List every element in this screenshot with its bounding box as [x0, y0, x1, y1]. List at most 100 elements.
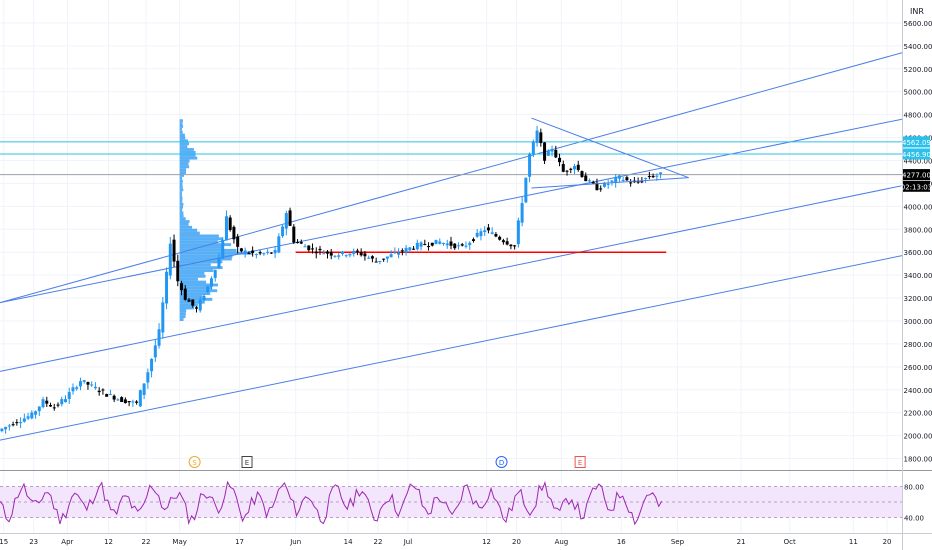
volume-profile-bar — [179, 225, 193, 229]
candle-body — [516, 220, 520, 245]
time-tick-label: 17 — [235, 538, 244, 546]
price-tick-label: 2400.00 — [904, 387, 932, 395]
candle-body — [442, 242, 446, 244]
candle-body — [599, 188, 603, 190]
candle-body — [191, 299, 195, 306]
volume-profile-bar — [179, 318, 184, 321]
candle-body — [180, 283, 184, 291]
price-label: 4562.09 — [902, 139, 931, 147]
candle-body — [363, 253, 367, 257]
candle-body — [221, 239, 225, 259]
candle-body — [108, 394, 112, 396]
volume-profile-bar — [179, 295, 203, 298]
candle-body — [520, 203, 524, 223]
candle-body — [67, 392, 71, 399]
candle-body — [34, 411, 38, 415]
volume-profile-bar — [179, 150, 196, 154]
candle-body — [172, 239, 176, 262]
time-tick-label: May — [172, 538, 186, 546]
candle-body — [101, 389, 105, 391]
time-tick-label: Jun — [289, 538, 301, 546]
candle-body — [277, 236, 281, 253]
candle-body — [288, 210, 292, 226]
candle-body — [367, 257, 371, 259]
volume-profile-bar — [179, 269, 214, 272]
candle-body — [449, 241, 453, 246]
candle-body — [269, 252, 273, 254]
volume-profile-bar — [179, 257, 232, 261]
candle-body — [284, 213, 288, 229]
volume-profile-bar — [179, 214, 184, 218]
candle-body — [659, 172, 663, 175]
candle-body — [576, 164, 580, 170]
candle-body — [11, 424, 15, 426]
volume-profile-bar — [179, 303, 198, 307]
price-axis[interactable]: 1800.00 2000.00 2200.00 2400.00 2600.00 2800.… — [901, 20, 932, 523]
volume-profile-bar — [179, 168, 187, 172]
candle-body — [591, 181, 595, 184]
candle-body — [56, 404, 60, 406]
candle-body — [546, 150, 550, 156]
volume-profile-bar — [179, 185, 183, 189]
candle-body — [7, 425, 11, 427]
volume-profile-bar — [179, 315, 186, 319]
volume-profile-bar — [179, 228, 198, 232]
time-tick-label: 22 — [374, 538, 383, 546]
price-tick-label: 2600.00 — [904, 364, 932, 372]
candle-body — [621, 179, 625, 181]
candle-body — [644, 178, 648, 180]
candle-body — [82, 380, 86, 382]
volume-profile-bar — [179, 309, 187, 313]
candle-body — [90, 384, 94, 386]
candle-body — [209, 278, 213, 287]
candle-body — [318, 248, 322, 251]
volume-profile-bar — [179, 263, 211, 267]
time-tick-label: 22 — [142, 538, 151, 546]
candle-body — [408, 247, 412, 251]
volume-profile-bar — [179, 220, 190, 223]
channel-line — [0, 52, 903, 304]
candle-body — [614, 177, 618, 183]
volume-profile-bar — [179, 208, 183, 212]
channel-line — [0, 118, 903, 304]
time-tick-label: 15 — [0, 538, 8, 546]
volume-profile-bar — [179, 266, 223, 270]
candle-body — [157, 329, 161, 346]
candle-body — [453, 243, 457, 249]
event-marker — [188, 456, 201, 468]
candle-body — [37, 406, 41, 412]
candle-body — [232, 226, 236, 240]
price-tick-label: 3200.00 — [904, 295, 932, 303]
price-tick-label: 1800.00 — [904, 456, 932, 464]
candle-body — [19, 422, 23, 424]
candle-body — [490, 232, 494, 234]
price-tick-label: 3800.00 — [904, 226, 932, 234]
candle-body — [348, 253, 352, 256]
candle-body — [445, 243, 449, 246]
candle-body — [239, 248, 243, 252]
candle-body — [419, 242, 423, 247]
volume-profile-bar — [179, 179, 183, 183]
candle-body — [273, 250, 277, 254]
channel-line — [0, 185, 903, 372]
candle-body — [243, 250, 247, 253]
candle-body — [595, 182, 599, 191]
time-axis[interactable]: 15 23 Apr 12 22 May 17 Jun 14 22 Jul 12 20 Aug 16 Sep 21… — [0, 538, 891, 546]
volume-profile-bar — [179, 188, 184, 192]
time-tick-label: 12 — [482, 538, 491, 546]
candle-body — [524, 177, 528, 203]
candle-body — [412, 248, 416, 250]
candle-body — [63, 399, 67, 403]
volume-profile-bar — [179, 145, 188, 149]
rsi-pane[interactable] — [0, 480, 902, 526]
volume-profile-bar — [179, 133, 185, 137]
candle-body — [258, 252, 262, 254]
price-label-box — [903, 148, 930, 160]
candle-body — [378, 260, 382, 262]
volume-profile-bar — [179, 251, 254, 255]
volume-profile-bar — [179, 182, 183, 186]
candle-body — [168, 243, 172, 276]
price-label-box — [903, 169, 930, 181]
